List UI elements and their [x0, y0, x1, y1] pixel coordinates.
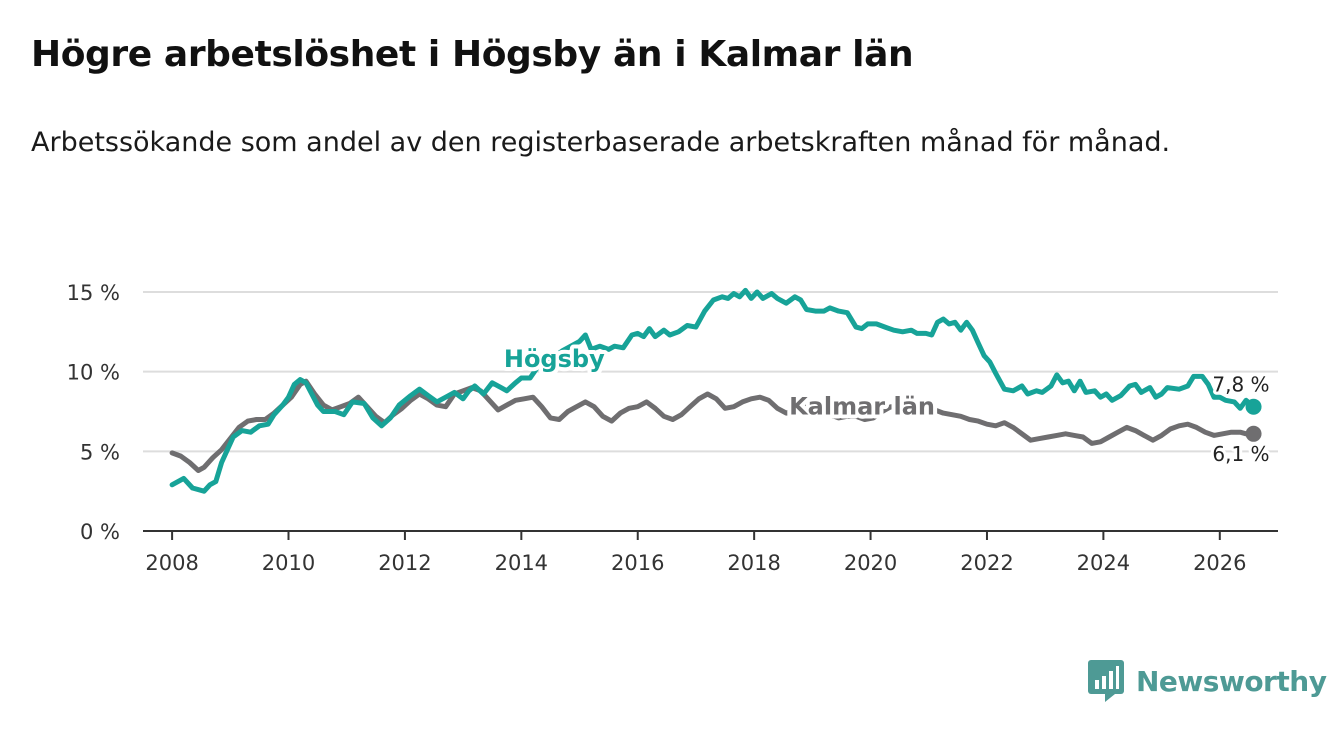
y-tick-label: 10 %: [67, 361, 120, 385]
end-value-label: 7,8 %: [1212, 373, 1269, 397]
series-line-högsby: [169, 287, 1257, 494]
newsworthy-logo: Newsworthy: [1088, 660, 1327, 702]
x-tick-label: 2020: [844, 551, 897, 575]
series-label-halo: Kalmar län: [789, 393, 935, 421]
grid: 0 % 5 % 10 % 15 %: [67, 281, 1278, 544]
chart-title: Högre arbetslöshet i Högsby än i Kalmar …: [31, 34, 914, 75]
bar-chart-speech-bubble-icon: [1088, 660, 1124, 702]
series-lines: [169, 287, 1262, 494]
x-axis: 2008 2010 2012 2014 2016 2018 2020 2022 2024 2026: [143, 530, 1278, 575]
series-label-halo: Högsby: [504, 345, 605, 373]
end-value-halo: 7,8 %: [1212, 373, 1269, 397]
x-tick-label: 2008: [145, 551, 198, 575]
series-end-point: [1245, 398, 1262, 415]
end-value-halo: 6,1 %: [1212, 442, 1269, 466]
y-tick-label: 5 %: [80, 440, 120, 464]
y-tick-label: 15 %: [67, 281, 120, 305]
x-tick-label: 2016: [611, 551, 664, 575]
y-tick-label: 0 %: [80, 520, 120, 544]
x-tick-label: 2014: [495, 551, 548, 575]
x-tick-label: 2010: [262, 551, 315, 575]
x-tick-label: 2012: [378, 551, 431, 575]
chart-subtitle: Arbetssökande som andel av den registerb…: [31, 127, 1171, 158]
series-line-kalmar-län: [169, 378, 1257, 473]
series-label: Kalmar län: [789, 393, 935, 421]
x-tick-label: 2026: [1193, 551, 1246, 575]
x-tick-label: 2022: [960, 551, 1013, 575]
series-label: Högsby: [504, 345, 605, 373]
x-tick-label: 2024: [1077, 551, 1130, 575]
x-tick-label: 2018: [727, 551, 780, 575]
brand-name: Newsworthy: [1136, 664, 1327, 698]
series-end-point: [1245, 425, 1262, 442]
end-value-label: 6,1 %: [1212, 442, 1269, 466]
